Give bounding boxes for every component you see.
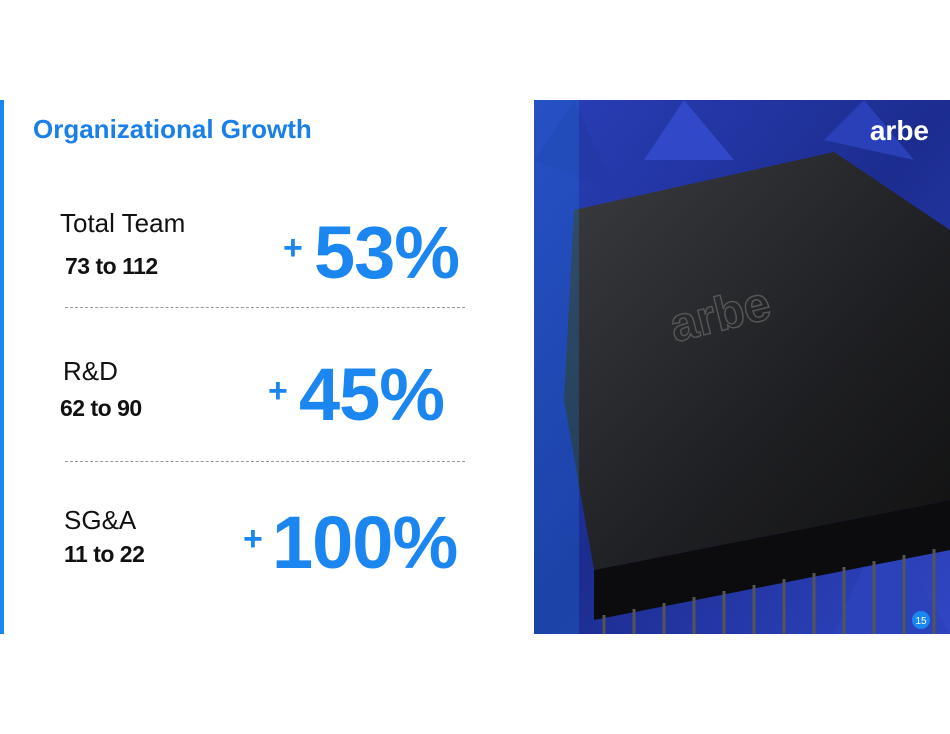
metric-label: SG&A <box>64 505 137 535</box>
foam-cone <box>824 100 914 160</box>
title: Organizational Growth <box>33 114 312 144</box>
accent-bar <box>0 100 4 634</box>
metric-range: 11 to 22 <box>64 541 145 567</box>
divider <box>65 461 465 462</box>
foam-cone <box>834 520 950 634</box>
metric-range: 73 to 112 <box>65 253 158 279</box>
metric-sign: + <box>283 229 303 267</box>
foam-cone <box>534 100 614 190</box>
metric-sign: + <box>243 520 263 558</box>
foam-cone <box>644 100 734 160</box>
metric-change: 100% <box>272 501 458 584</box>
overlay-strip <box>534 100 579 634</box>
device-top <box>564 152 950 570</box>
page-badge <box>912 611 930 629</box>
metric-range: 62 to 90 <box>60 395 142 421</box>
metric-label: R&D <box>63 356 118 386</box>
metric-sign: + <box>268 372 288 410</box>
heatsink-fins <box>602 549 936 634</box>
metric-change: 53% <box>314 211 460 294</box>
device-side <box>594 500 950 620</box>
product-photo: arbe arbe 15 <box>534 100 950 634</box>
page-number: 15 <box>915 616 927 627</box>
metric-change: 45% <box>299 353 445 436</box>
metric-label: Total Team <box>60 208 186 238</box>
logo: arbe <box>870 115 929 146</box>
divider <box>65 307 465 308</box>
